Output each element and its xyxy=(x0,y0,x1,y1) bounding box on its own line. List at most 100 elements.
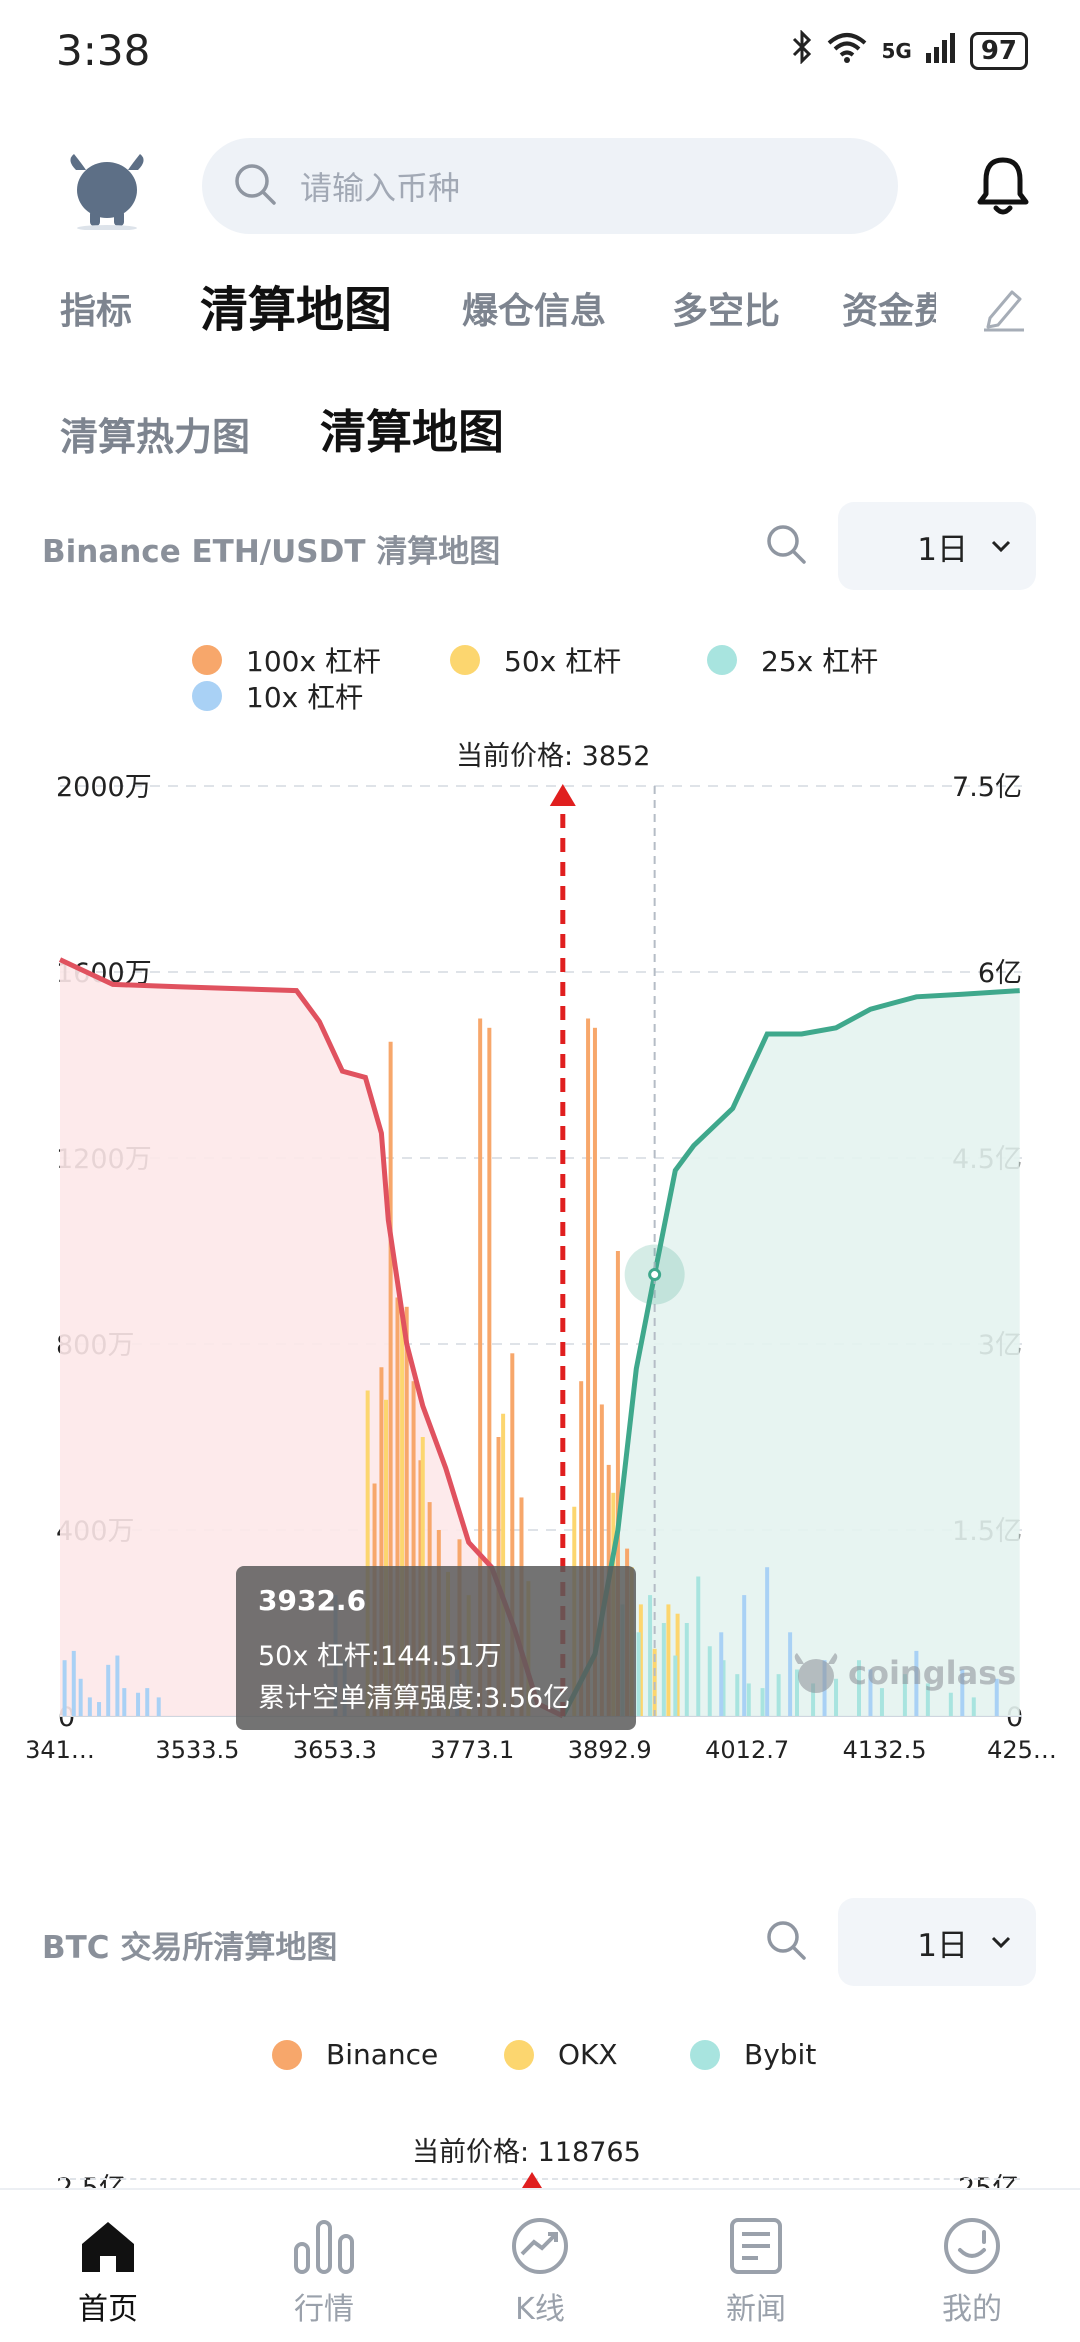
liquidation-chart[interactable]: 00400万1.5亿800万3亿1200万4.5亿1600万6亿2000万7.5… xyxy=(0,760,1080,1760)
bar xyxy=(71,1650,76,1716)
tooltip-line-2: 累计空单清算强度:3.56亿 xyxy=(258,1683,571,1714)
legend-label: Binance xyxy=(326,2038,439,2071)
card2-current-price-label: 当前价格: 118765 xyxy=(412,2137,641,2168)
bar xyxy=(599,1404,604,1716)
card2-period-selector[interactable]: 1日 xyxy=(838,1898,1036,1986)
x-tick-label: 3533.5 xyxy=(155,1736,239,1760)
status-icons: 5G 97 xyxy=(791,29,1028,71)
profile-icon xyxy=(944,2218,1000,2274)
x-tick-label: 4012.7 xyxy=(705,1736,789,1760)
bar xyxy=(395,1297,400,1716)
bar xyxy=(501,1413,506,1716)
tab-liquidation-info[interactable]: 爆仓信息 xyxy=(462,291,607,332)
bar xyxy=(586,1018,591,1716)
bar xyxy=(106,1664,111,1716)
bar xyxy=(145,1688,150,1716)
bell-icon[interactable] xyxy=(976,154,1030,220)
card-title: Binance ETH/USDT 清算地图 xyxy=(42,534,501,570)
search-input[interactable]: 请输入币种 xyxy=(202,138,898,234)
nav-market[interactable]: 行情 xyxy=(254,2214,394,2328)
tab-long-short-ratio[interactable]: 多空比 xyxy=(672,291,781,332)
bar xyxy=(914,1650,919,1716)
tab-funding-rate[interactable]: 资金费 xyxy=(842,291,936,332)
bar xyxy=(400,1316,405,1716)
card-search-icon[interactable] xyxy=(764,522,808,570)
bar xyxy=(719,1632,724,1716)
y-right-tick-label: 7.5亿 xyxy=(952,772,1022,803)
chart-tooltip: 3932.6 50x 杠杆:144.51万 累计空单清算强度:3.56亿 xyxy=(236,1566,636,1730)
bluetooth-icon xyxy=(791,29,813,71)
y-left-tick-label: 2000万 xyxy=(56,772,152,803)
x-tick-label: 4132.5 xyxy=(843,1736,927,1760)
bar xyxy=(388,1041,393,1716)
nav-profile[interactable]: 我的 xyxy=(902,2214,1042,2328)
legend-label: 10x 杠杆 xyxy=(246,681,364,714)
bar xyxy=(579,1381,584,1716)
bar xyxy=(776,1674,781,1716)
legend-dot xyxy=(192,681,222,711)
card2-price-arrow-icon xyxy=(522,2172,542,2188)
nav-kline[interactable]: K线 xyxy=(470,2214,610,2328)
chevron-down-icon xyxy=(991,540,1011,553)
legend-50x[interactable]: 50x 杠杆 xyxy=(450,640,621,680)
bar xyxy=(811,1683,816,1716)
x-tick-label: 3773.1 xyxy=(430,1736,514,1760)
status-time: 3:38 xyxy=(56,26,151,75)
legend-label: 25x 杠杆 xyxy=(761,645,879,678)
bar xyxy=(834,1678,839,1716)
legend-100x[interactable]: 100x 杠杆 xyxy=(192,640,381,680)
legend-binance[interactable]: Binance xyxy=(272,2038,438,2071)
legend-10x[interactable]: 10x 杠杆 xyxy=(192,676,363,716)
bar xyxy=(994,1678,999,1716)
news-icon xyxy=(730,2218,782,2274)
legend-okx[interactable]: OKX xyxy=(504,2038,618,2071)
bar xyxy=(365,1390,370,1716)
x-tick-label: 425… xyxy=(987,1736,1057,1760)
y-right-tick-label: 6亿 xyxy=(978,958,1022,989)
bar xyxy=(794,1669,799,1716)
bar xyxy=(478,1018,483,1716)
bar xyxy=(666,1604,671,1716)
tab-liquidation-heatmap[interactable]: 清算热力图 xyxy=(60,415,251,459)
period-selector[interactable]: 1日 xyxy=(838,502,1036,590)
bar xyxy=(673,1655,678,1716)
legend-label: Bybit xyxy=(744,2038,817,2071)
short-liquidation-line xyxy=(560,988,1020,1718)
bar xyxy=(925,1683,930,1716)
long-liquidation-area xyxy=(60,959,563,1716)
card2-title: BTC 交易所清算地图 xyxy=(42,1930,338,1966)
legend-dot xyxy=(504,2039,534,2070)
hover-point xyxy=(648,1268,662,1282)
bar xyxy=(684,1623,689,1716)
tab-liquidation-map[interactable]: 清算地图 xyxy=(200,282,393,338)
nav-label: 首页 xyxy=(78,2292,138,2327)
bar xyxy=(661,1623,666,1716)
bar xyxy=(742,1595,747,1716)
search-icon xyxy=(232,161,278,211)
tab-sub-liquidation-map[interactable]: 清算地图 xyxy=(320,405,504,459)
bar xyxy=(760,1688,765,1716)
wifi-icon xyxy=(827,31,867,70)
network-label: 5G xyxy=(881,38,912,63)
card2-gridline xyxy=(60,2178,1020,2180)
coinglass-watermark: coinglass xyxy=(790,1646,1016,1700)
bar xyxy=(721,1660,726,1716)
tab-indicators[interactable]: 指标 xyxy=(60,291,133,332)
bar xyxy=(636,1632,641,1716)
tabs-fade xyxy=(936,270,1080,350)
legend-dot xyxy=(707,645,737,675)
nav-news[interactable]: 新闻 xyxy=(686,2214,826,2328)
card2-period-label: 1日 xyxy=(917,1927,968,1964)
edit-icon[interactable] xyxy=(980,284,1026,336)
signal-icon xyxy=(925,31,956,70)
bar xyxy=(948,1692,953,1716)
card2-search-icon[interactable] xyxy=(764,1918,808,1966)
legend-25x[interactable]: 25x 杠杆 xyxy=(707,640,878,680)
bar xyxy=(856,1660,861,1716)
x-tick-label: 3892.9 xyxy=(568,1736,652,1760)
bull-avatar-icon[interactable] xyxy=(64,140,150,231)
bar xyxy=(707,1646,712,1716)
legend-bybit[interactable]: Bybit xyxy=(690,2038,816,2071)
nav-home[interactable]: 首页 xyxy=(38,2214,178,2328)
search-placeholder: 请输入币种 xyxy=(300,169,461,207)
